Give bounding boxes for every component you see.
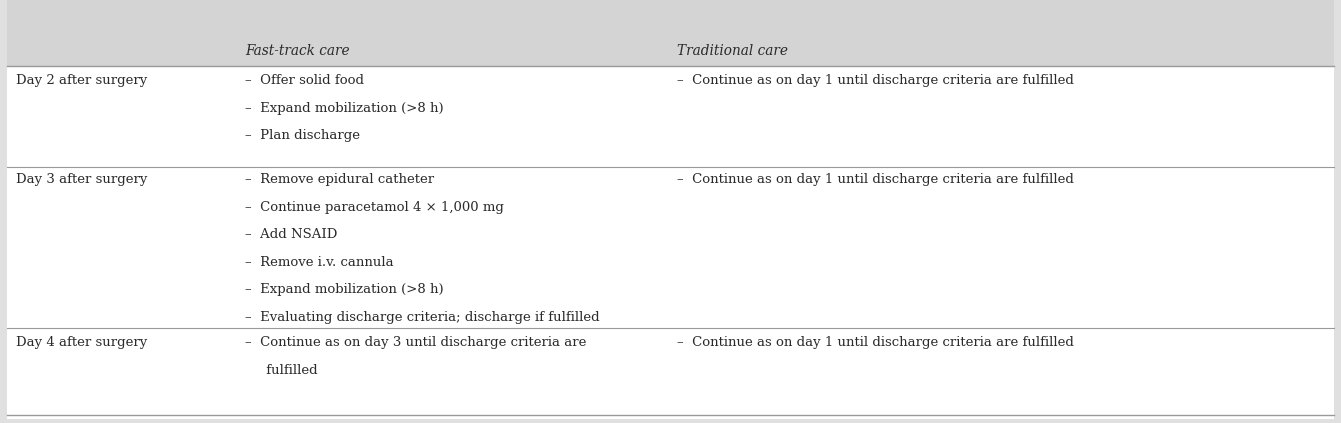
Text: –  Continue as on day 1 until discharge criteria are fulfilled: – Continue as on day 1 until discharge c… bbox=[677, 74, 1074, 87]
Text: Day 4 after surgery: Day 4 after surgery bbox=[16, 336, 148, 349]
Text: –  Offer solid food: – Offer solid food bbox=[245, 74, 365, 87]
Text: –  Expand mobilization (>8 h): – Expand mobilization (>8 h) bbox=[245, 283, 444, 297]
Text: –  Continue as on day 1 until discharge criteria are fulfilled: – Continue as on day 1 until discharge c… bbox=[677, 336, 1074, 349]
Text: fulfilled: fulfilled bbox=[245, 364, 318, 377]
Text: –  Remove epidural catheter: – Remove epidural catheter bbox=[245, 173, 434, 187]
Text: –  Expand mobilization (>8 h): – Expand mobilization (>8 h) bbox=[245, 102, 444, 115]
Text: Day 3 after surgery: Day 3 after surgery bbox=[16, 173, 148, 187]
Text: –  Continue paracetamol 4 × 1,000 mg: – Continue paracetamol 4 × 1,000 mg bbox=[245, 201, 504, 214]
Bar bbox=[7, 0, 1334, 66]
Text: –  Continue as on day 1 until discharge criteria are fulfilled: – Continue as on day 1 until discharge c… bbox=[677, 173, 1074, 187]
Text: –  Remove i.v. cannula: – Remove i.v. cannula bbox=[245, 256, 394, 269]
Text: –  Evaluating discharge criteria; discharge if fulfilled: – Evaluating discharge criteria; dischar… bbox=[245, 311, 599, 324]
Text: –  Continue as on day 3 until discharge criteria are: – Continue as on day 3 until discharge c… bbox=[245, 336, 587, 349]
Text: Day 2 after surgery: Day 2 after surgery bbox=[16, 74, 148, 87]
Text: –  Add NSAID: – Add NSAID bbox=[245, 228, 338, 242]
Text: Traditional care: Traditional care bbox=[677, 44, 789, 58]
Text: Fast-track care: Fast-track care bbox=[245, 44, 350, 58]
Text: –  Plan discharge: – Plan discharge bbox=[245, 129, 361, 142]
